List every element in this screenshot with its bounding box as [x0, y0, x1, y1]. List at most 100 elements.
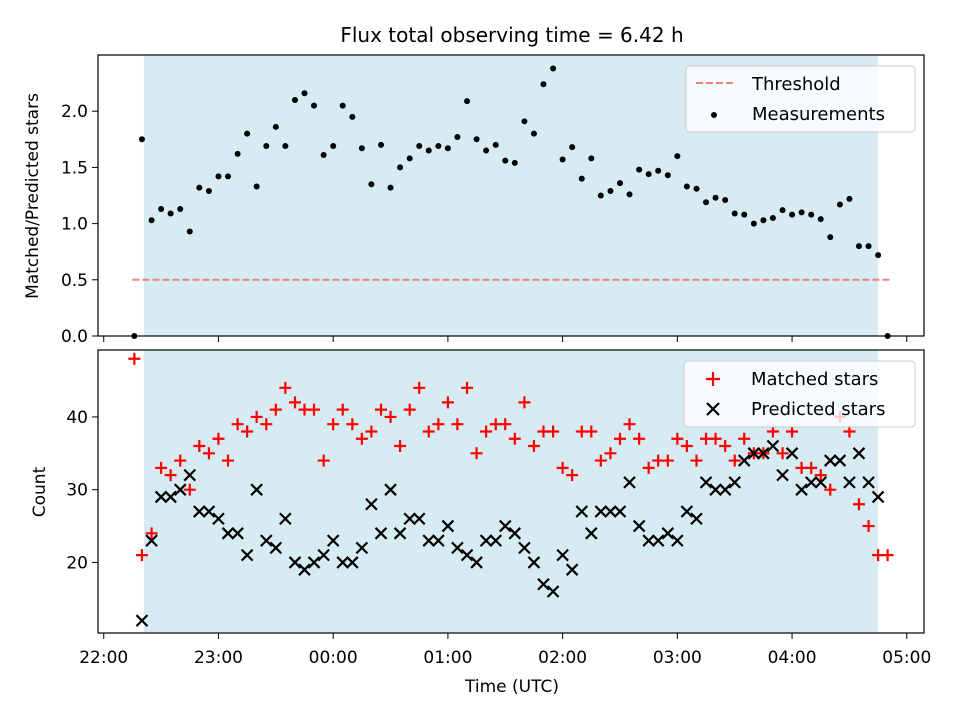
predicted-star-point — [260, 534, 273, 547]
predicted-star-point — [604, 505, 617, 518]
predicted-star-point — [307, 556, 321, 569]
predicted-star-point — [537, 577, 550, 591]
x-tick-label: 02:00 — [538, 648, 587, 668]
matched-star-point — [193, 440, 206, 453]
measurement-point — [703, 199, 710, 206]
top-panel: Flux total observing time = 6.42 h 0.00.… — [23, 23, 925, 347]
predicted-star-point — [221, 527, 235, 540]
measurement-point — [511, 159, 518, 166]
predicted-star-point — [336, 556, 349, 569]
predicted-star-point — [699, 476, 713, 489]
x-tick-label: 04:00 — [768, 648, 817, 668]
measurement-point — [397, 164, 404, 171]
matched-star-point — [461, 381, 474, 394]
bottom-y-tick-label: 30 — [66, 481, 88, 501]
measurement-point — [731, 210, 738, 217]
measurement-point — [148, 217, 155, 224]
predicted-star-point — [814, 476, 828, 489]
measurement-point — [664, 172, 671, 179]
predicted-star-point — [374, 527, 388, 540]
predicted-star-point — [183, 468, 197, 482]
predicted-star-point — [546, 585, 560, 598]
predicted-star-point — [862, 476, 875, 489]
predicted-star-point — [575, 505, 589, 518]
predicted-star-point — [298, 563, 311, 576]
measurement-point — [435, 143, 442, 150]
predicted-star-point — [843, 476, 856, 489]
top-y-tick-label: 2.0 — [61, 102, 88, 122]
matched-star-point — [690, 454, 703, 467]
measurement-point — [521, 118, 528, 125]
measurement-point — [741, 211, 748, 218]
bottom-legend-box — [683, 360, 916, 428]
measurement-point — [750, 220, 757, 227]
predicted-star-point — [871, 490, 885, 504]
measurement-point — [597, 192, 604, 199]
measurement-point — [138, 136, 145, 143]
measurement-point — [406, 155, 413, 162]
matched-star-point — [680, 440, 693, 453]
matched-star-point — [336, 403, 349, 416]
predicted-star-point — [240, 548, 254, 562]
predicted-star-point — [202, 505, 216, 518]
predicted-star-point — [594, 505, 608, 518]
predicted-star-point — [556, 548, 569, 562]
predicted-star-point — [250, 483, 263, 496]
matched-star-point — [719, 440, 732, 453]
matched-star-point — [174, 454, 187, 467]
predicted-star-point — [384, 483, 397, 496]
matched-star-point — [499, 418, 512, 431]
measurement-point — [569, 144, 576, 151]
measurement-point — [196, 184, 203, 191]
predicted-star-point — [527, 556, 541, 569]
bottom-y-tick-label: 40 — [66, 408, 88, 428]
measurement-point — [502, 157, 509, 164]
predicted-star-point — [718, 483, 732, 496]
measurement-point — [588, 155, 595, 162]
matched-star-point — [288, 396, 301, 409]
measurement-point — [425, 147, 432, 154]
matched-star-point — [394, 440, 407, 453]
matched-star-point — [384, 410, 397, 423]
matched-star-point — [164, 469, 177, 482]
matched-star-point — [881, 549, 894, 562]
top-y-ticks: 0.0 0.5 1.0 1.5 2.0 — [61, 102, 98, 347]
measurement-point — [473, 136, 480, 143]
measurement-point — [578, 175, 585, 182]
measurement-point — [444, 145, 451, 152]
matched-star-point — [128, 352, 141, 365]
measurement-point — [464, 98, 471, 105]
bottom-plot-frame — [97, 349, 925, 634]
bottom-panel: 20 30 40 22:00 23:00 00:00 01:00 02:00 03:00 04:… — [30, 349, 931, 697]
measurement-point — [234, 150, 241, 157]
measurement-point — [693, 185, 700, 192]
predicted-star-point — [785, 447, 799, 460]
legend-matched-label: Matched stars — [751, 369, 878, 390]
matched-star-point — [642, 461, 655, 474]
predicted-star-point — [365, 497, 378, 511]
top-legend: Threshold Measurements — [685, 65, 916, 133]
matched-star-point — [308, 403, 321, 416]
legend-predicted-label: Predicted stars — [751, 399, 885, 420]
bottom-x-ticks: 22:00 23:00 00:00 01:00 02:00 03:00 04:00 05:00 — [79, 633, 931, 668]
matched-star-point — [862, 520, 875, 533]
top-y-tick-label: 0.0 — [61, 327, 88, 347]
measurement-point — [215, 173, 222, 180]
predicted-star-point — [479, 534, 493, 547]
measurement-point — [722, 196, 729, 203]
predicted-star-point — [518, 541, 531, 555]
measurement-point — [263, 143, 270, 150]
matched-star-point — [231, 418, 244, 431]
matched-star-point — [155, 461, 168, 474]
matched-star-point — [441, 396, 454, 409]
measurement-point — [349, 113, 356, 120]
matched-star-point — [183, 483, 196, 496]
measurement-point — [483, 147, 490, 154]
matched-star-point — [202, 447, 215, 460]
measurement-point — [291, 96, 298, 103]
matched-star-point — [824, 483, 837, 496]
measurement-point — [779, 207, 786, 214]
measurement-point — [846, 195, 853, 202]
measurement-point — [674, 153, 681, 160]
matched-star-point — [604, 447, 617, 460]
